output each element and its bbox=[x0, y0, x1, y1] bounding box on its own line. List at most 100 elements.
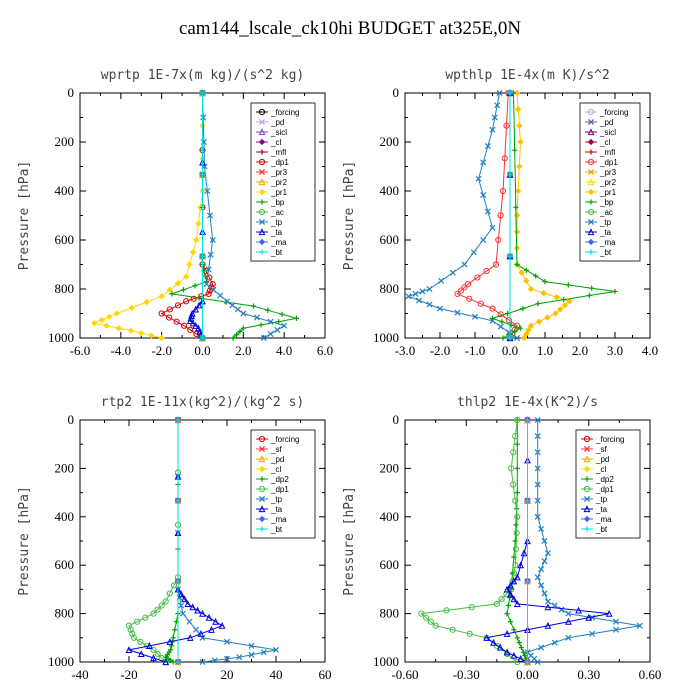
y-axis-label: Pressure [hPa] bbox=[342, 161, 357, 271]
data-point bbox=[193, 236, 200, 244]
legend-marker bbox=[583, 495, 591, 503]
data-point bbox=[499, 187, 507, 195]
x-tick-label: 2.0 bbox=[572, 343, 588, 358]
legend-marker bbox=[583, 445, 591, 453]
data-point bbox=[150, 654, 157, 662]
legend-label: _cl bbox=[599, 138, 610, 147]
data-point bbox=[192, 626, 199, 633]
y-tick-label: 1000 bbox=[373, 330, 399, 345]
data-point bbox=[279, 311, 285, 317]
legend-marker bbox=[587, 188, 595, 196]
data-point bbox=[524, 417, 531, 423]
data-point bbox=[127, 327, 135, 334]
data-point bbox=[189, 249, 197, 256]
data-point bbox=[466, 295, 473, 302]
data-point bbox=[516, 163, 523, 170]
panel-title: wpthlp 1E-4x(m K)/s^2 bbox=[445, 68, 609, 83]
y-tick-label: 800 bbox=[55, 281, 75, 296]
legend-marker bbox=[587, 178, 595, 186]
legend-marker bbox=[258, 178, 266, 186]
data-point bbox=[518, 269, 525, 276]
data-point bbox=[542, 279, 548, 285]
legend-marker bbox=[259, 526, 265, 532]
data-point bbox=[179, 610, 186, 617]
data-point bbox=[534, 465, 541, 472]
data-point bbox=[517, 561, 525, 569]
data-point bbox=[175, 578, 181, 584]
legend-marker bbox=[258, 138, 266, 146]
data-point bbox=[250, 303, 257, 309]
data-point bbox=[575, 606, 582, 614]
data-point bbox=[538, 582, 545, 589]
y-tick-label: 200 bbox=[55, 134, 75, 149]
data-point bbox=[187, 326, 194, 333]
data-point bbox=[505, 329, 512, 336]
data-point bbox=[514, 635, 520, 641]
data-point bbox=[512, 497, 519, 504]
data-point bbox=[534, 497, 541, 504]
data-point bbox=[561, 302, 568, 309]
data-point bbox=[513, 204, 519, 210]
data-point bbox=[195, 301, 203, 309]
data-point bbox=[525, 326, 532, 333]
legend-marker bbox=[258, 218, 266, 226]
data-point bbox=[195, 220, 202, 227]
data-point bbox=[199, 335, 206, 341]
data-point bbox=[507, 581, 514, 589]
x-tick-label: 60 bbox=[319, 667, 332, 682]
series-bp bbox=[489, 90, 618, 341]
legend-marker bbox=[258, 118, 266, 126]
legend-label: _pr1 bbox=[270, 188, 288, 197]
legend-marker bbox=[587, 138, 595, 146]
data-point bbox=[510, 449, 517, 456]
data-point bbox=[449, 626, 456, 633]
data-point bbox=[492, 261, 500, 268]
data-point bbox=[474, 274, 481, 281]
data-point bbox=[218, 621, 226, 629]
legend-label: _ac bbox=[599, 208, 613, 217]
legend-label: _pd bbox=[270, 118, 284, 127]
data-point bbox=[207, 251, 214, 258]
data-point bbox=[234, 306, 241, 313]
y-tick-label: 0 bbox=[68, 412, 75, 427]
legend-marker bbox=[258, 495, 266, 503]
data-point bbox=[566, 298, 573, 305]
data-point bbox=[534, 574, 541, 581]
data-point bbox=[202, 273, 208, 279]
legend-label: _cl bbox=[595, 465, 606, 474]
data-point bbox=[523, 330, 530, 338]
legend-label: _ma bbox=[599, 238, 616, 247]
data-point bbox=[534, 416, 541, 424]
data-point bbox=[436, 305, 444, 312]
data-point bbox=[475, 175, 482, 182]
series-line bbox=[506, 420, 528, 663]
data-point bbox=[170, 635, 176, 641]
data-point bbox=[223, 298, 231, 305]
data-point bbox=[544, 314, 551, 321]
x-tick-label: 6.0 bbox=[317, 343, 333, 358]
data-point bbox=[175, 498, 181, 504]
legend-marker bbox=[258, 168, 266, 176]
data-point bbox=[461, 261, 468, 268]
data-point bbox=[205, 613, 213, 621]
data-point bbox=[498, 595, 505, 603]
legend-marker bbox=[587, 208, 595, 216]
legend-label: _forcing bbox=[599, 108, 628, 117]
legend-label: _ta bbox=[270, 228, 283, 237]
legend-label: _dp2 bbox=[595, 475, 614, 484]
data-point bbox=[236, 654, 243, 661]
data-point bbox=[199, 253, 206, 259]
series-line bbox=[165, 420, 179, 663]
data-point bbox=[503, 648, 511, 656]
legend-label: _forcing bbox=[270, 435, 299, 444]
data-point bbox=[274, 326, 281, 333]
legend-label: _ac bbox=[270, 208, 284, 217]
y-tick-label: 200 bbox=[380, 460, 400, 475]
y-tick-label: 200 bbox=[380, 134, 400, 149]
data-point bbox=[483, 267, 490, 275]
data-point bbox=[173, 318, 180, 325]
data-point bbox=[507, 590, 514, 598]
data-point bbox=[258, 322, 264, 328]
y-tick-label: 800 bbox=[380, 281, 400, 296]
legend-label: _pd bbox=[595, 455, 609, 464]
